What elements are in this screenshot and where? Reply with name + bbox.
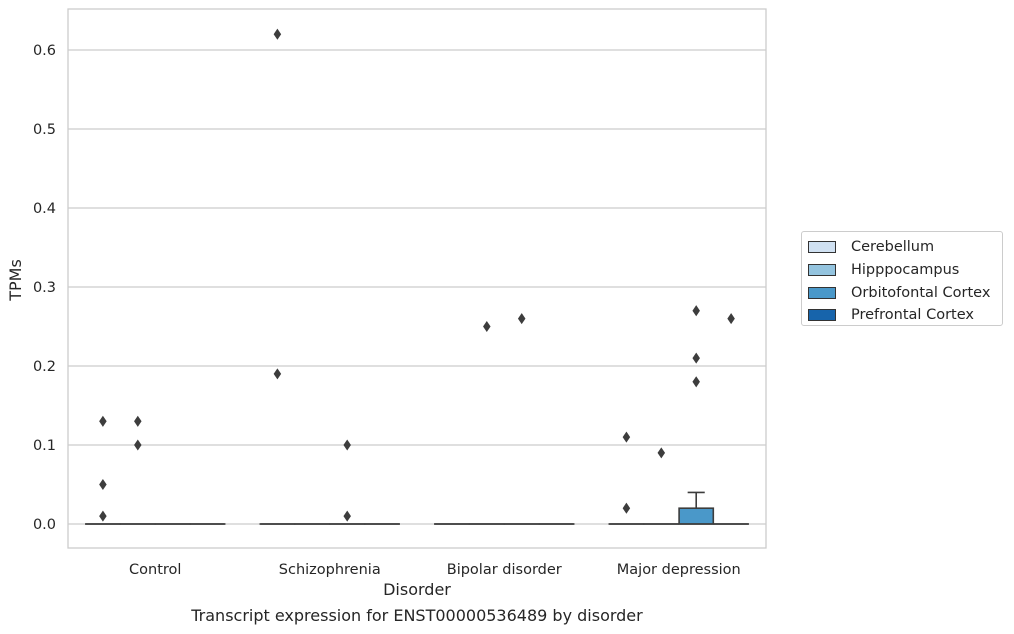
legend-item: Hipppocampus [808, 259, 1002, 282]
outlier-point [343, 439, 351, 451]
box [678, 507, 715, 525]
legend-label: Orbitofontal Cortex [851, 284, 991, 301]
x-tick-label: Major depression [617, 562, 741, 578]
x-axis-label: Disorder [383, 580, 451, 599]
legend-swatch [808, 264, 836, 277]
outlier-point [622, 502, 631, 514]
legend-label: Prefrontal Cortex [851, 307, 974, 324]
outlier-point [727, 313, 735, 325]
outlier-point [343, 510, 351, 522]
legend-item: Prefrontal Cortex [808, 304, 1002, 327]
y-tick-label: 0.3 [33, 280, 56, 296]
y-grid-lines [68, 49, 766, 525]
legend-swatch [808, 309, 836, 322]
outlier-point [483, 320, 491, 333]
legend-item: Cerebellum [808, 236, 1002, 259]
legend-label: Cerebellum [851, 239, 935, 256]
plot-frame [67, 8, 767, 549]
legend-item: Orbitofontal Cortex [808, 281, 1002, 304]
y-tick-labels: 0.0 0.1 0.2 0.3 0.4 0.5 0.6 [33, 43, 56, 533]
y-tick-label: 0.0 [33, 517, 56, 533]
outlier-point [657, 447, 666, 459]
y-axis-label: TPMs [6, 259, 25, 302]
legend-swatch [808, 241, 836, 254]
outlier-point [517, 313, 526, 325]
y-tick-label: 0.1 [33, 438, 56, 454]
y-tick-label: 0.5 [33, 122, 56, 138]
figure-caption: Transcript expression for ENST0000053648… [191, 606, 643, 625]
outlier-point [99, 415, 107, 427]
x-tick-label: Control [129, 562, 181, 578]
x-tick-labels: Control Schizophrenia Bipolar disorder Majo… [129, 562, 741, 578]
legend: Cerebellum Hipppocampus Orbitofontal Cor… [801, 231, 1003, 326]
outlier-point [99, 510, 107, 522]
outlier-point [134, 415, 142, 427]
outlier-point [134, 439, 142, 451]
outlier-point [99, 478, 107, 491]
legend-swatch [808, 286, 836, 299]
legend-label: Hipppocampus [851, 262, 960, 279]
box-plot-marks [84, 491, 750, 525]
x-tick-label: Schizophrenia [279, 562, 381, 578]
y-tick-label: 0.2 [33, 359, 56, 375]
outlier-point [622, 431, 631, 443]
outlier-point [273, 28, 282, 40]
outlier-point [692, 376, 700, 388]
y-tick-label: 0.6 [33, 43, 56, 59]
outlier-markers [99, 28, 735, 522]
outlier-point [273, 368, 282, 380]
outlier-point [692, 305, 700, 317]
y-tick-label: 0.4 [33, 201, 56, 217]
x-tick-label: Bipolar disorder [447, 562, 562, 578]
outlier-point [692, 352, 700, 364]
